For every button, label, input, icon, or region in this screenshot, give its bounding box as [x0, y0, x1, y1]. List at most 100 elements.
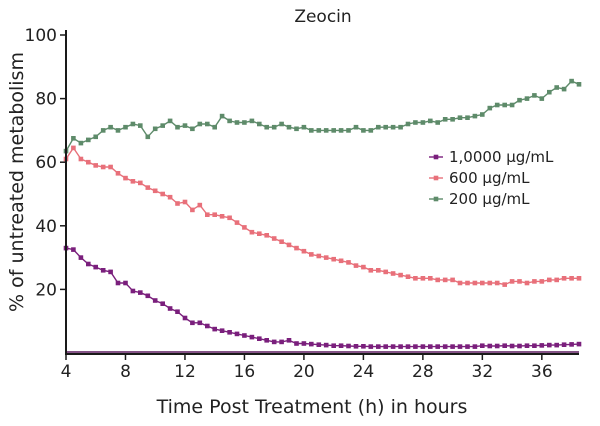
- data-point: [219, 113, 225, 119]
- data-point: [547, 277, 552, 283]
- data-point: [376, 268, 381, 273]
- data-point: [413, 120, 418, 125]
- data-point: [316, 253, 322, 259]
- data-point: [78, 255, 84, 260]
- data-point: [517, 343, 522, 349]
- data-point: [286, 124, 292, 130]
- data-point: [190, 207, 195, 213]
- data-point: [450, 117, 455, 122]
- data-point: [398, 124, 403, 130]
- data-point: [353, 263, 359, 268]
- data-point: [123, 175, 128, 181]
- data-point: [353, 124, 359, 130]
- data-point: [524, 343, 530, 348]
- data-point: [517, 97, 522, 103]
- x-tick-label: 8: [120, 362, 131, 382]
- data-point: [376, 344, 381, 349]
- data-point: [502, 282, 507, 287]
- data-point: [294, 341, 299, 346]
- data-point: [405, 121, 411, 127]
- data-point: [234, 331, 240, 337]
- data-point: [576, 276, 582, 281]
- data-point: [100, 164, 106, 170]
- data-point: [301, 124, 307, 130]
- data-point: [71, 145, 76, 151]
- data-point: [279, 339, 284, 345]
- data-point: [420, 120, 426, 125]
- data-point: [539, 96, 545, 101]
- data-point: [502, 102, 507, 108]
- legend-item: 600 µg/mL: [429, 169, 530, 187]
- data-point: [428, 118, 433, 124]
- data-point: [286, 338, 292, 343]
- data-point: [480, 112, 485, 117]
- data-point: [405, 274, 411, 279]
- series-2: [63, 145, 582, 287]
- data-point: [219, 214, 225, 219]
- data-point: [138, 290, 143, 295]
- data-point: [242, 333, 247, 338]
- data-point: [428, 344, 433, 349]
- data-point: [554, 85, 559, 90]
- y-axis-title: % of untreated metabolism: [6, 52, 28, 312]
- data-point: [249, 229, 255, 235]
- data-point: [86, 261, 91, 267]
- data-point: [450, 277, 455, 283]
- x-tick-label: 32: [472, 362, 494, 382]
- data-point: [390, 271, 396, 276]
- data-point: [160, 191, 165, 197]
- data-point: [368, 344, 374, 349]
- data-point: [115, 171, 121, 176]
- data-point: [264, 124, 269, 130]
- data-point: [294, 126, 299, 132]
- data-point: [383, 344, 388, 349]
- data-point: [413, 344, 418, 349]
- data-point: [309, 341, 314, 347]
- data-point: [338, 128, 344, 133]
- data-point: [494, 102, 500, 108]
- data-point: [561, 276, 567, 281]
- data-point: [205, 121, 210, 127]
- data-point: [197, 121, 203, 127]
- data-point: [547, 89, 552, 95]
- data-point: [368, 268, 374, 273]
- data-point: [472, 280, 478, 286]
- data-point: [309, 128, 314, 133]
- data-point: [390, 344, 396, 349]
- data-point: [182, 315, 188, 321]
- data-point: [145, 185, 151, 190]
- data-point: [286, 242, 292, 248]
- data-point: [301, 341, 307, 346]
- y-tick-label: 100: [25, 26, 57, 46]
- data-point: [160, 301, 165, 306]
- data-point: [242, 225, 247, 230]
- data-point: [130, 121, 136, 127]
- data-point: [212, 326, 217, 332]
- data-point: [487, 280, 493, 286]
- legend-label: 600 µg/mL: [449, 169, 530, 187]
- data-point: [398, 272, 403, 278]
- data-point: [242, 120, 247, 125]
- data-point: [130, 179, 136, 184]
- data-point: [138, 123, 143, 128]
- data-point: [502, 343, 507, 348]
- data-point: [494, 280, 500, 286]
- data-point: [93, 264, 98, 270]
- data-point: [509, 279, 515, 284]
- data-point: [323, 255, 329, 260]
- data-point: [420, 344, 426, 349]
- x-tick-label: 24: [353, 362, 375, 382]
- data-point: [487, 343, 493, 349]
- data-point: [115, 128, 121, 133]
- data-point: [316, 128, 322, 133]
- data-point: [78, 140, 84, 146]
- data-point: [205, 212, 210, 217]
- data-point: [442, 117, 448, 122]
- data-point: [190, 126, 195, 132]
- data-point: [108, 164, 113, 170]
- data-point: [123, 280, 128, 286]
- data-point: [442, 344, 448, 349]
- data-point: [323, 342, 329, 348]
- data-point: [86, 137, 91, 143]
- data-point: [435, 277, 440, 283]
